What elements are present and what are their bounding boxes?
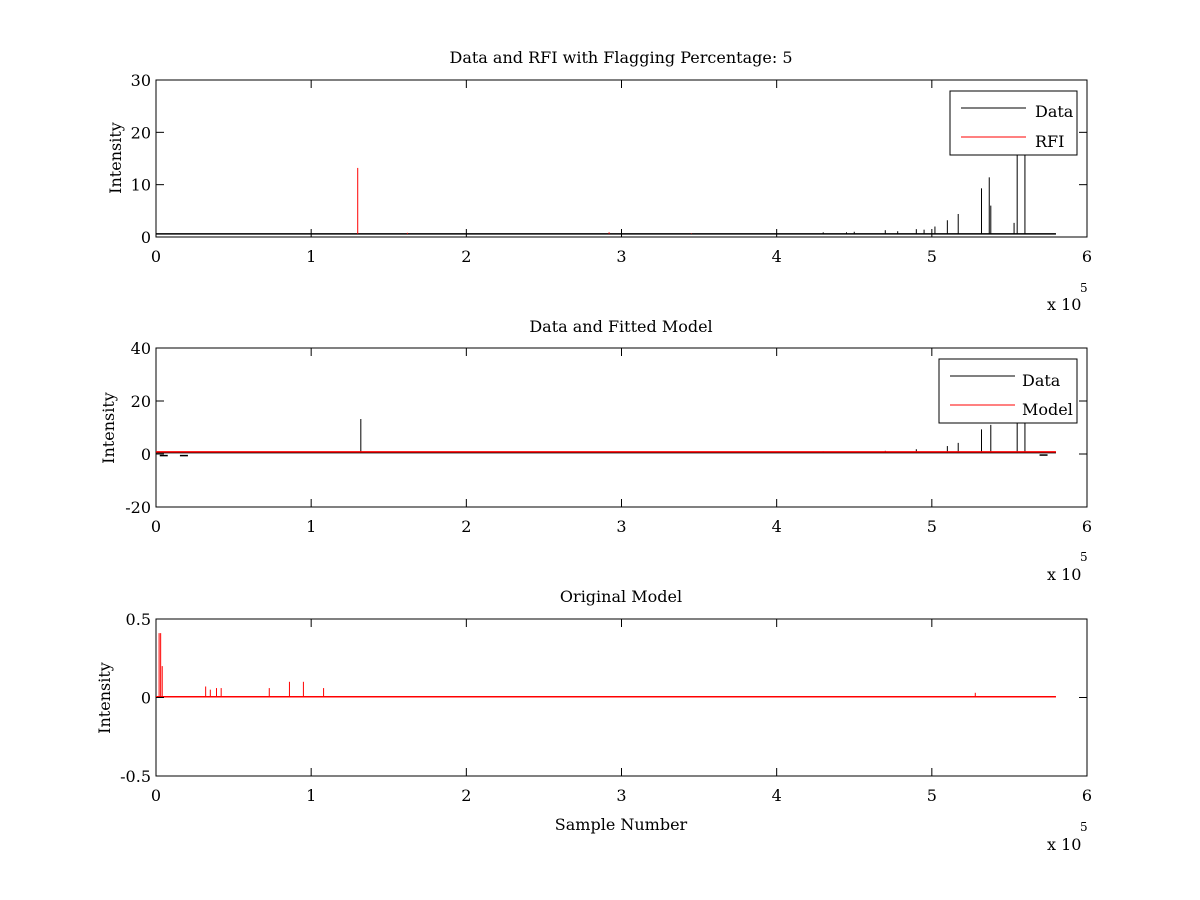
panel-2-axes bbox=[155, 347, 1088, 508]
panel-1-legend-box bbox=[949, 90, 1078, 156]
panel-1-axes bbox=[155, 79, 1088, 238]
x-tick-label: 6 bbox=[1082, 247, 1092, 266]
panel-2-x-exponent-power: 5 bbox=[1080, 550, 1088, 564]
x-tick-label: 3 bbox=[616, 247, 626, 266]
x-tick-label: 1 bbox=[306, 517, 316, 536]
panel-1-x-exponent: x 10 bbox=[1047, 295, 1081, 314]
panel-3-x-exponent: x 10 bbox=[1047, 835, 1081, 854]
series-model-panel-3 bbox=[156, 633, 1056, 698]
y-tick-label: 40 bbox=[131, 339, 151, 358]
panel-3-ticks: 0 1 2 3 4 5 6-0.500.5 bbox=[120, 610, 1092, 805]
panel-2-x-exponent: x 10 bbox=[1047, 565, 1081, 584]
panel-1-legend: Data RFI bbox=[949, 90, 1078, 156]
y-tick-label: -0.5 bbox=[120, 767, 151, 786]
y-tick-label: -20 bbox=[125, 498, 151, 517]
x-tick-label: 0 bbox=[151, 247, 161, 266]
panel-2-title: Data and Fitted Model bbox=[529, 317, 712, 336]
panel-2-ylabel: Intensity bbox=[99, 392, 118, 464]
x-tick-label: 5 bbox=[927, 517, 937, 536]
panel-1-legend-rfi-label: RFI bbox=[1035, 132, 1064, 151]
x-tick-label: 2 bbox=[461, 786, 471, 805]
y-tick-label: 0 bbox=[141, 445, 151, 464]
x-tick-label: 3 bbox=[616, 786, 626, 805]
y-tick-label: 20 bbox=[131, 123, 151, 142]
x-tick-label: 4 bbox=[772, 786, 782, 805]
y-tick-label: 0 bbox=[141, 689, 151, 708]
y-tick-label: 0 bbox=[141, 228, 151, 247]
panel-3-xlabel: Sample Number bbox=[555, 815, 688, 834]
panel-2-legend-model-label: Model bbox=[1022, 400, 1073, 419]
x-tick-label: 4 bbox=[772, 517, 782, 536]
x-tick-label: 0 bbox=[151, 786, 161, 805]
x-tick-label: 5 bbox=[927, 786, 937, 805]
x-tick-label: 1 bbox=[306, 247, 316, 266]
panel-data-rfi: Data and RFI with Flagging Percentage: 5… bbox=[106, 48, 1092, 314]
panel-original-model: Original Model Intensity 0 1 2 3 4 5 6-0.500.5… bbox=[95, 587, 1092, 854]
panel-1-x-exponent-power: 5 bbox=[1080, 281, 1088, 295]
panel-3-axes bbox=[155, 618, 1088, 777]
x-tick-label: 6 bbox=[1082, 517, 1092, 536]
y-tick-label: 20 bbox=[131, 392, 151, 411]
panel-1-ylabel: Intensity bbox=[106, 122, 125, 194]
y-tick-label: 0.5 bbox=[126, 610, 151, 629]
x-tick-label: 2 bbox=[461, 247, 471, 266]
panel-1-ticks: 0 1 2 3 4 5 6 0 10 20 30 bbox=[131, 71, 1092, 266]
panel-1-title: Data and RFI with Flagging Percentage: 5 bbox=[449, 48, 792, 67]
panel-3-ylabel: Intensity bbox=[95, 662, 114, 734]
panel-2-legend-box bbox=[938, 358, 1078, 424]
panel-3-title: Original Model bbox=[560, 587, 682, 606]
x-tick-label: 0 bbox=[151, 517, 161, 536]
panel-1-legend-data-label: Data bbox=[1035, 102, 1074, 121]
panel-3-plot-area bbox=[156, 633, 1056, 698]
panel-2-legend-data-label: Data bbox=[1022, 371, 1061, 390]
x-tick-label: 5 bbox=[927, 247, 937, 266]
x-tick-label: 1 bbox=[306, 786, 316, 805]
panel-3-x-exponent-power: 5 bbox=[1080, 820, 1088, 834]
panel-data-model: Data and Fitted Model Intensity 0 1 2 3 4 5 6 -… bbox=[99, 317, 1092, 584]
x-tick-label: 3 bbox=[616, 517, 626, 536]
y-tick-label: 30 bbox=[131, 71, 151, 90]
y-tick-label: 10 bbox=[131, 176, 151, 195]
x-tick-label: 6 bbox=[1082, 786, 1092, 805]
panel-2-legend: Data Model bbox=[938, 358, 1078, 424]
series-rfi-panel-1 bbox=[357, 167, 692, 234]
x-tick-label: 4 bbox=[772, 247, 782, 266]
x-tick-label: 2 bbox=[461, 517, 471, 536]
